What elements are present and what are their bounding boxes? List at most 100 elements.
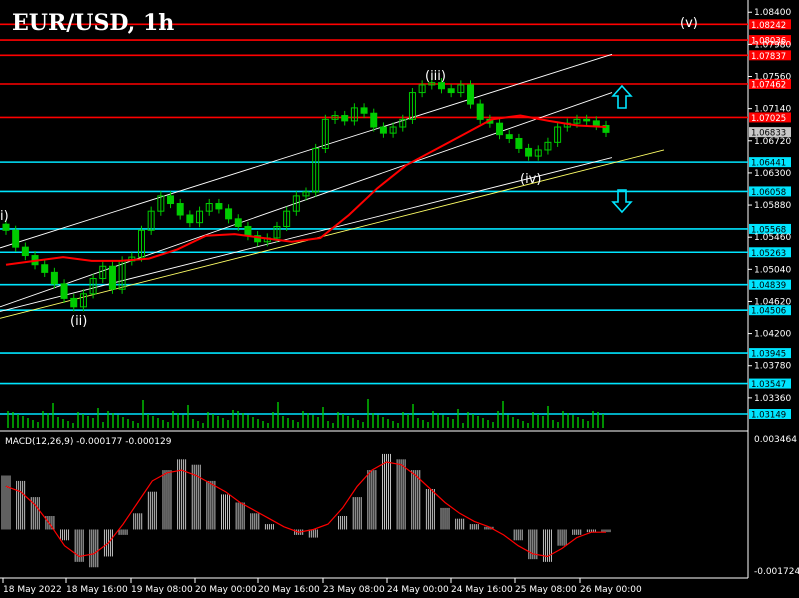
last-price-label: 1.06833 bbox=[751, 129, 786, 139]
candle-body bbox=[408, 92, 416, 120]
candle-body bbox=[12, 229, 20, 248]
resistance-level-tag bbox=[749, 19, 791, 30]
price-tick-label: 1.07560 bbox=[754, 73, 791, 83]
candle-body bbox=[360, 107, 368, 114]
candle-body bbox=[341, 115, 349, 122]
candle-body bbox=[554, 126, 562, 143]
candle-body bbox=[41, 264, 49, 273]
price-tick-label: 1.07980 bbox=[754, 40, 791, 50]
support-level-tag-label: 1.03149 bbox=[751, 411, 786, 421]
support-level-tag bbox=[749, 279, 791, 290]
candle-body bbox=[157, 195, 165, 212]
candle-body bbox=[467, 84, 475, 105]
candle-body bbox=[350, 107, 358, 122]
price-tick-label: 1.06300 bbox=[754, 169, 791, 179]
candle-body bbox=[331, 115, 339, 120]
resistance-level-tag-label: 1.07837 bbox=[751, 52, 786, 62]
candle-body bbox=[225, 208, 233, 220]
time-axis: 18 May 2022 18 May 16:00 19 May 08:00 20 Ma… bbox=[2, 578, 642, 595]
time-tick-label: 25 May 08:00 bbox=[515, 585, 577, 595]
price-tick-label: 1.04200 bbox=[754, 330, 791, 340]
horizontal-levels: 1.08242 1.08036 1.07837 1.07462 1.07025 1.064… bbox=[0, 19, 791, 421]
price-tick-label: 1.06720 bbox=[754, 137, 791, 147]
candle-body bbox=[525, 147, 533, 157]
candle-body bbox=[147, 210, 155, 231]
candle-body bbox=[234, 218, 242, 227]
support-level-tag-label: 1.05263 bbox=[751, 249, 786, 259]
resistance-level-tag bbox=[749, 35, 791, 46]
macd-axis-label: 0.003464 bbox=[754, 435, 797, 445]
candle-body bbox=[21, 246, 29, 257]
price-tick-label: 1.05040 bbox=[754, 265, 791, 275]
time-tick-label: 20 May 00:00 bbox=[195, 585, 257, 595]
moving-average bbox=[5, 114, 607, 266]
candle-body bbox=[254, 235, 262, 243]
wave-label: i) bbox=[0, 209, 9, 224]
candle-body bbox=[244, 225, 252, 237]
macd-axis-label: -0.001724 bbox=[754, 567, 799, 577]
candle-body bbox=[447, 88, 455, 94]
candle-body bbox=[602, 124, 610, 133]
channel-line bbox=[0, 157, 613, 312]
candle-body bbox=[573, 118, 581, 124]
candle-body bbox=[273, 225, 281, 239]
resistance-level-tag-label: 1.07025 bbox=[751, 114, 786, 124]
candle-body bbox=[418, 84, 426, 94]
support-level-tag-label: 1.03945 bbox=[751, 350, 786, 360]
macd-pane: MACD(12,26,9) -0.000177 -0.000129 0.00346… bbox=[1, 435, 799, 577]
candle-body bbox=[292, 195, 300, 212]
candle-body bbox=[50, 271, 58, 285]
time-tick-label: 18 May 16:00 bbox=[66, 585, 128, 595]
candle-body bbox=[167, 195, 175, 205]
moving-average-line bbox=[5, 114, 607, 266]
arrow-up-icon bbox=[611, 84, 633, 109]
support-level-tag-label: 1.06441 bbox=[751, 159, 786, 169]
support-level-tag bbox=[749, 378, 791, 389]
candle-body bbox=[70, 297, 78, 308]
candle-body bbox=[215, 203, 223, 210]
candle-body bbox=[437, 82, 445, 90]
time-tick-label: 18 May 2022 bbox=[3, 585, 62, 595]
candle-body bbox=[79, 293, 87, 308]
wave-label: (iv) bbox=[520, 172, 541, 187]
support-level-tag bbox=[749, 157, 791, 168]
resistance-level-tag bbox=[749, 112, 791, 123]
candle-body bbox=[583, 118, 591, 122]
time-tick-label: 20 May 16:00 bbox=[258, 585, 320, 595]
time-tick-label: 24 May 16:00 bbox=[451, 585, 513, 595]
candle-body bbox=[496, 122, 504, 136]
macd-signal-line bbox=[5, 461, 606, 558]
grid bbox=[0, 0, 749, 579]
candle-body bbox=[99, 265, 107, 280]
candle-body bbox=[283, 210, 291, 227]
wave-label: (v) bbox=[680, 16, 698, 31]
resistance-level-tag-label: 1.08242 bbox=[751, 21, 786, 31]
chart-title: EUR/USD, 1h bbox=[12, 10, 174, 36]
candle-body bbox=[321, 118, 329, 149]
candle-body bbox=[176, 203, 184, 216]
support-level-tag-label: 1.06058 bbox=[751, 188, 786, 198]
candle-body bbox=[205, 203, 213, 212]
candle-body bbox=[457, 84, 465, 94]
candle-body bbox=[137, 229, 145, 258]
candle-body bbox=[186, 214, 194, 224]
wave-label: (ii) bbox=[70, 314, 87, 329]
candle-body bbox=[108, 265, 116, 290]
last-price-tag bbox=[749, 127, 791, 138]
candle-body bbox=[544, 141, 552, 151]
resistance-level-tag-label: 1.08036 bbox=[751, 37, 786, 47]
candle-body bbox=[379, 126, 387, 134]
candle-body bbox=[592, 120, 600, 126]
candle-body bbox=[534, 149, 542, 157]
candle-body bbox=[476, 103, 484, 120]
time-tick-label: 23 May 08:00 bbox=[323, 585, 385, 595]
support-level-tag-label: 1.05568 bbox=[751, 225, 786, 235]
time-tick-label: 24 May 00:00 bbox=[387, 585, 449, 595]
support-level-tag bbox=[749, 348, 791, 359]
support-level-tag bbox=[749, 305, 791, 316]
candle-body bbox=[399, 118, 407, 128]
candle-body bbox=[515, 137, 523, 149]
support-level-tag bbox=[749, 409, 791, 420]
channel-lines bbox=[0, 53, 665, 319]
